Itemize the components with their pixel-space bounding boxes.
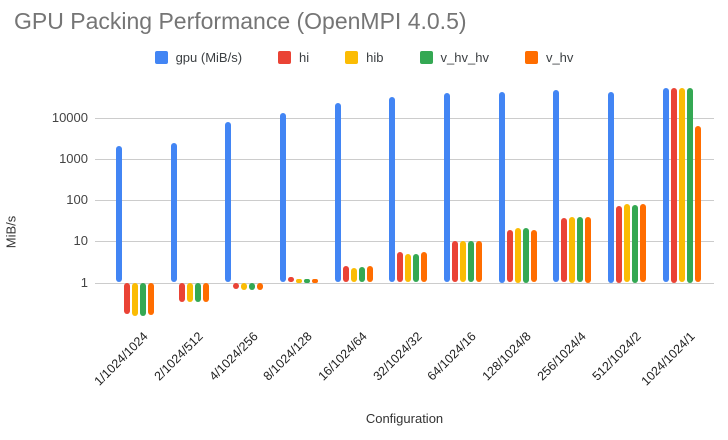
- legend-swatch-icon: [345, 50, 359, 64]
- y-tick-label: 10000: [51, 109, 88, 125]
- bar: [194, 282, 201, 303]
- chart-title: GPU Packing Performance (OpenMPI 4.0.5): [14, 8, 467, 34]
- legend-item: hi: [278, 50, 309, 65]
- y-tick-label: 10: [73, 233, 88, 249]
- bar: [624, 204, 631, 283]
- y-tick-label: 1: [80, 274, 88, 290]
- bar: [662, 88, 669, 283]
- bar: [397, 252, 404, 283]
- bar: [249, 282, 256, 291]
- bar: [350, 267, 357, 283]
- x-tick-label: 1024/1024/1: [638, 329, 699, 389]
- x-tick-label: 32/1024/32: [370, 329, 425, 384]
- bar: [257, 282, 264, 291]
- legend-label: v_hv_hv: [440, 49, 489, 65]
- x-tick-label: 512/1024/2: [589, 329, 644, 384]
- x-tick-label: 128/1024/8: [479, 329, 534, 384]
- y-axis-title: MiB/s: [3, 215, 19, 249]
- bar: [585, 216, 592, 283]
- legend-label: gpu (MiB/s): [175, 49, 243, 65]
- legend-swatch-icon: [278, 50, 292, 64]
- y-tick-label: 100: [66, 192, 88, 208]
- bar: [311, 278, 318, 283]
- gridline-1000: [95, 158, 714, 160]
- bar: [452, 241, 458, 283]
- bar: [460, 241, 466, 283]
- bar: [202, 282, 209, 303]
- bar: [569, 216, 576, 283]
- bar: [514, 228, 521, 283]
- x-tick-label: 64/1024/16: [425, 329, 480, 384]
- bar: [170, 143, 177, 283]
- legend-label: hib: [366, 49, 384, 65]
- bar: [233, 282, 240, 290]
- bar: [405, 254, 412, 283]
- bar: [115, 145, 122, 283]
- bar: [389, 97, 396, 283]
- legend-item: v_hv_hv: [419, 49, 489, 65]
- gridline-1: [95, 282, 714, 284]
- x-tick-label: 8/1024/128: [260, 329, 316, 384]
- bar: [295, 278, 302, 283]
- bar: [186, 282, 193, 303]
- bar: [421, 252, 428, 283]
- bar: [287, 277, 294, 283]
- bar: [342, 266, 349, 283]
- bar: [678, 88, 685, 283]
- bar: [147, 282, 154, 316]
- legend-label: hi: [299, 49, 310, 65]
- gridline-10: [95, 241, 714, 243]
- bar: [131, 282, 138, 317]
- bar: [553, 90, 560, 283]
- bar: [608, 92, 615, 283]
- bar: [616, 206, 623, 283]
- bar: [178, 282, 185, 303]
- legend: gpu (MiB/s) hi hib v_hv_hv v_hv: [0, 49, 728, 65]
- bar: [498, 92, 505, 283]
- bar: [686, 87, 693, 283]
- bar: [358, 266, 365, 283]
- legend-swatch-icon: [154, 50, 168, 64]
- y-tick-label: 1000: [59, 150, 88, 166]
- x-tick-label: 16/1024/64: [315, 329, 370, 384]
- bar: [225, 121, 232, 283]
- bar: [632, 205, 639, 283]
- bar: [561, 217, 568, 283]
- x-tick-label: 2/1024/512: [151, 329, 206, 384]
- bar: [366, 266, 373, 283]
- legend-item: hib: [345, 49, 384, 65]
- bar: [139, 282, 146, 317]
- bar: [640, 204, 647, 283]
- bar: [334, 103, 341, 283]
- bar: [468, 241, 474, 283]
- bar: [506, 229, 513, 283]
- legend-label: v_hv: [545, 49, 574, 65]
- gridline-100: [95, 200, 714, 202]
- bar: [444, 93, 450, 283]
- legend-swatch-icon: [524, 50, 538, 64]
- bar: [476, 241, 482, 283]
- bar: [530, 229, 537, 283]
- legend-item: gpu (MiB/s): [154, 49, 243, 65]
- bar: [303, 278, 310, 283]
- bar: [522, 228, 529, 283]
- bar: [241, 282, 248, 291]
- x-tick-label: 256/1024/4: [534, 329, 589, 384]
- legend-swatch-icon: [419, 50, 433, 64]
- x-tick-label: 1/1024/1024: [91, 329, 152, 389]
- gridline-10000: [95, 117, 714, 119]
- bar: [123, 282, 130, 315]
- x-axis-title: Configuration: [365, 411, 444, 426]
- bar: [670, 87, 677, 283]
- bar: [279, 113, 286, 283]
- bar: [413, 253, 420, 283]
- x-tick-label: 4/1024/256: [206, 329, 261, 384]
- legend-item: v_hv: [524, 49, 574, 65]
- bar: [577, 216, 584, 283]
- bar: [694, 125, 701, 283]
